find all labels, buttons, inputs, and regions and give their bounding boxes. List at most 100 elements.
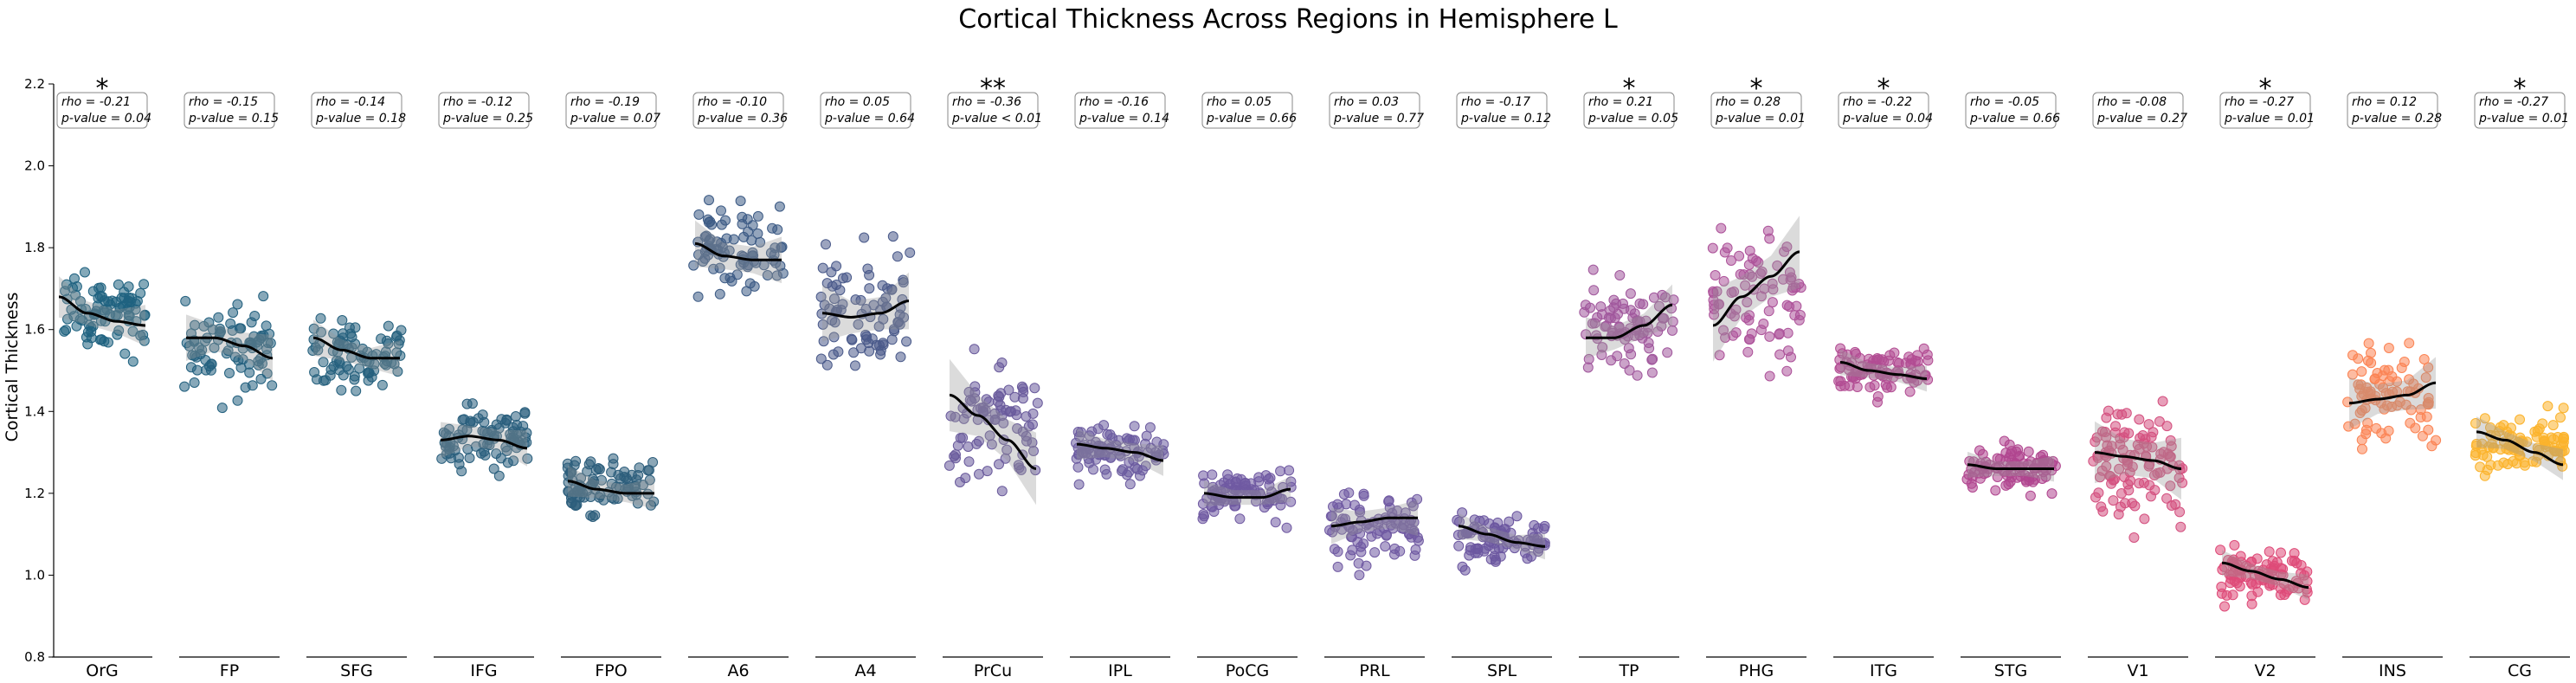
data-point — [1358, 490, 1369, 501]
data-point — [2025, 490, 2036, 501]
confidence-band — [1840, 349, 1927, 392]
data-point — [887, 231, 898, 242]
data-point — [1709, 309, 1720, 320]
data-point — [232, 395, 243, 406]
data-point — [2024, 475, 2035, 486]
data-point — [1409, 550, 1420, 561]
confidence-band — [313, 319, 400, 377]
data-point — [1922, 349, 1933, 360]
data-point — [2380, 433, 2392, 444]
data-point — [2275, 590, 2286, 601]
data-point — [2234, 572, 2244, 583]
data-point — [1366, 531, 1377, 542]
chart-title: Cortical Thickness Across Regions in Hem… — [958, 4, 1618, 35]
data-point — [508, 455, 519, 467]
data-point — [127, 325, 138, 337]
rho-label: rho = 0.12 — [2352, 95, 2417, 109]
trend-line — [694, 242, 782, 261]
significance-marker: * — [96, 74, 109, 104]
rho-label: rho = -0.27 — [2225, 95, 2294, 109]
data-point — [1587, 264, 1599, 275]
data-point — [735, 259, 746, 270]
data-point — [2246, 598, 2257, 609]
category-label: FPO — [595, 661, 627, 680]
data-point — [1332, 561, 1343, 572]
data-point — [1497, 543, 1509, 554]
trend-line — [1839, 361, 1928, 380]
p-value-label: p-value = 0.36 — [697, 112, 788, 126]
data-point — [265, 338, 276, 349]
rho-label: rho = 0.05 — [1207, 95, 1272, 109]
data-point — [901, 336, 912, 347]
data-point — [771, 270, 782, 281]
category-label: V2 — [2254, 661, 2276, 680]
confidence-band — [59, 276, 145, 346]
data-point — [1755, 325, 1767, 336]
data-point — [2124, 467, 2135, 478]
data-point — [1708, 294, 1719, 306]
data-point — [216, 403, 228, 414]
p-value-label: p-value = 0.01 — [2478, 112, 2569, 126]
data-point — [80, 267, 90, 278]
data-point — [952, 440, 963, 451]
data-point — [2175, 521, 2186, 532]
data-point — [213, 312, 224, 323]
data-point — [994, 362, 1005, 373]
data-point — [2108, 495, 2119, 506]
data-point — [461, 398, 473, 409]
data-point — [2114, 463, 2125, 474]
data-point — [2296, 568, 2307, 579]
data-point — [127, 356, 138, 367]
data-point — [1520, 547, 1530, 558]
region-group-phg: PHG rho = 0.28 p-value = 0.01 * — [1706, 74, 1806, 680]
category-label: SFG — [340, 661, 373, 680]
data-point — [2362, 355, 2373, 366]
data-point — [2146, 491, 2156, 502]
data-point — [704, 195, 714, 206]
data-point — [974, 468, 984, 480]
data-point — [2537, 418, 2548, 429]
data-point — [2405, 417, 2416, 428]
data-point — [1001, 444, 1013, 455]
data-point — [1220, 483, 1231, 494]
data-point — [817, 319, 828, 330]
data-point — [180, 295, 191, 306]
data-point — [381, 359, 392, 370]
data-point — [103, 337, 113, 348]
data-point — [179, 381, 190, 392]
data-point — [2475, 461, 2486, 473]
category-label: IFG — [470, 661, 497, 680]
data-point — [201, 364, 211, 376]
data-point — [1623, 343, 1634, 354]
data-point — [1629, 330, 1640, 341]
data-point — [225, 318, 236, 329]
data-point — [122, 297, 133, 308]
data-point — [1764, 331, 1775, 342]
data-point — [2143, 419, 2154, 430]
data-point — [2139, 513, 2150, 525]
region-group-a6: A6 rho = -0.10 p-value = 0.36 — [688, 92, 789, 680]
data-point — [2418, 354, 2430, 364]
data-point — [2264, 546, 2275, 557]
data-point — [2225, 577, 2236, 589]
data-point — [1624, 364, 1635, 376]
data-point — [86, 322, 97, 333]
data-point — [74, 314, 86, 325]
data-point — [774, 201, 785, 212]
data-point — [209, 342, 220, 353]
data-point — [2251, 553, 2263, 564]
data-point — [1595, 301, 1607, 313]
data-point — [93, 282, 105, 293]
category-label: PrCu — [974, 661, 1012, 680]
data-point — [2542, 401, 2553, 412]
rho-label: rho = 0.05 — [825, 95, 890, 109]
data-point — [456, 466, 467, 477]
data-point — [1345, 550, 1356, 561]
data-point — [488, 463, 499, 474]
rho-label: rho = -0.08 — [2097, 95, 2167, 109]
data-point — [992, 396, 1003, 407]
category-label: INS — [2379, 661, 2406, 680]
data-point — [1389, 543, 1401, 554]
data-point — [2157, 396, 2168, 407]
stats-box — [184, 92, 275, 129]
